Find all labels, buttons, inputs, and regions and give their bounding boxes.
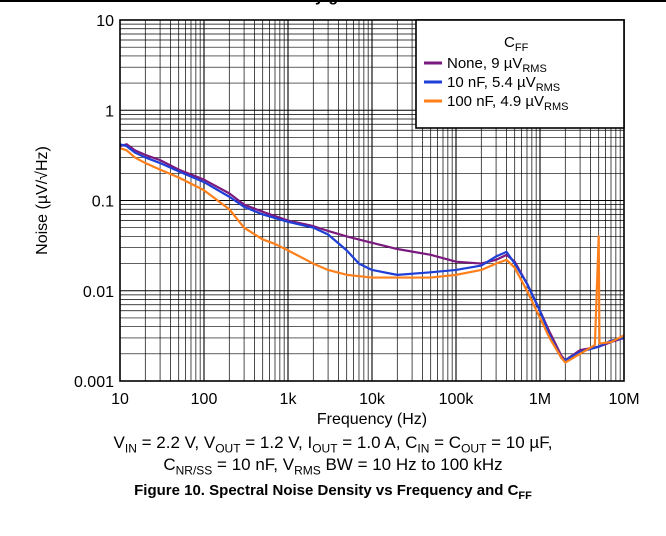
cond1-part: = 2.2 V, V bbox=[136, 433, 216, 452]
top-rule bbox=[0, 0, 666, 2]
legend-label-main: 100 nF, 4.9 µV bbox=[447, 93, 544, 110]
cond1-part: IN bbox=[124, 441, 137, 456]
y-tick-label: 0.001 bbox=[74, 374, 114, 391]
plot-frame bbox=[119, 19, 625, 382]
y-axis-label: Noise (µV/√Hz) bbox=[34, 146, 51, 255]
legend-title-sub: FF bbox=[515, 42, 529, 54]
cond1-part: = 10 µF, bbox=[486, 433, 553, 452]
cond1-part: = C bbox=[429, 433, 462, 452]
x-tick-label: 1M bbox=[529, 391, 551, 408]
noise-chart: 10 100 1k 10k 100k 1M 10M 0.001 0.01 0.1 1 10 Freque… bbox=[34, 13, 640, 428]
cond1-part: = 1.2 V, I bbox=[240, 433, 313, 452]
cond1-part: OUT bbox=[312, 441, 338, 456]
cond2-part: BW = 10 Hz to 100 kHz bbox=[320, 455, 503, 474]
x-tick-label: 100k bbox=[439, 391, 475, 408]
caption-main: Figure 10. Spectral Noise Density vs Fre… bbox=[134, 482, 519, 499]
legend-label-sub: RMS bbox=[536, 82, 560, 94]
cond2-part: NR/SS bbox=[175, 463, 213, 478]
x-tick-label: 10M bbox=[608, 391, 639, 408]
cond1-part: OUT bbox=[461, 441, 487, 456]
y-tick-label: 0.1 bbox=[92, 194, 114, 211]
header-fragment: y g bbox=[315, 0, 338, 6]
cond2-part: C bbox=[163, 455, 176, 474]
x-tick-label: 1k bbox=[280, 391, 298, 408]
cond1-part: = 1.0 A, C bbox=[337, 433, 418, 452]
legend-label: 100 nF, 4.9 µVRMS bbox=[447, 93, 569, 113]
legend-box bbox=[415, 19, 625, 129]
y-tick-label: 10 bbox=[96, 13, 114, 30]
legend-label-main: None, 9 µV bbox=[447, 55, 522, 72]
y-tick-label: 1 bbox=[105, 103, 114, 120]
legend-label: 10 nF, 5.4 µVRMS bbox=[447, 74, 560, 94]
x-tick-label: 10 bbox=[111, 391, 129, 408]
x-tick-label: 10k bbox=[359, 391, 386, 408]
legend-label-sub: RMS bbox=[522, 63, 546, 75]
legend-label: None, 9 µVRMS bbox=[447, 55, 547, 75]
x-tick-label: 100 bbox=[191, 391, 218, 408]
series-line-2 bbox=[119, 147, 625, 364]
cond1-part: IN bbox=[417, 441, 430, 456]
y-tick-label: 0.01 bbox=[83, 284, 114, 301]
legend-label-main: 10 nF, 5.4 µV bbox=[447, 74, 536, 91]
cond1-part: V bbox=[113, 433, 125, 452]
legend-label-sub: RMS bbox=[544, 101, 568, 113]
figure-caption: Figure 10. Spectral Noise Density vs Fre… bbox=[0, 482, 666, 502]
cond1-part: OUT bbox=[215, 441, 241, 456]
x-axis-label: Frequency (Hz) bbox=[317, 411, 427, 428]
cond2-part: = 10 nF, V bbox=[212, 455, 295, 474]
test-conditions-line2: CNR/SS = 10 nF, VRMS BW = 10 Hz to 100 k… bbox=[0, 455, 666, 480]
test-conditions-line1: VIN = 2.2 V, VOUT = 1.2 V, IOUT = 1.0 A,… bbox=[0, 433, 666, 458]
cond2-part: RMS bbox=[294, 463, 321, 478]
caption-sub: FF bbox=[518, 490, 532, 502]
